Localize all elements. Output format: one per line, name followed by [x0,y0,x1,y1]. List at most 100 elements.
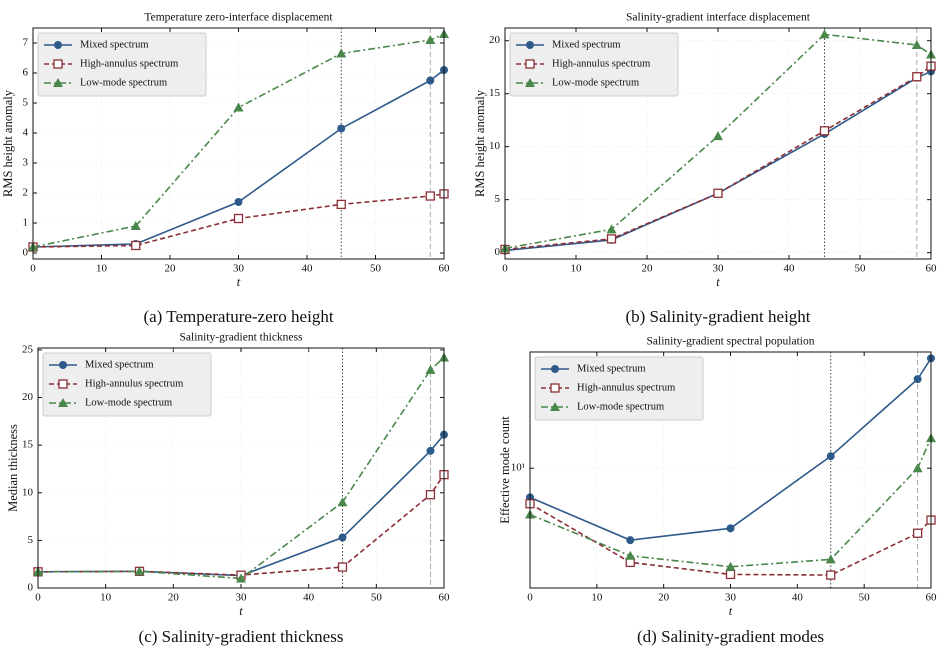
chart-panel: Salinity-gradient thickness t Median thick… [6,332,450,646]
x-tick-label: 50 [371,592,383,604]
x-tick-label: 30 [236,592,248,604]
marker [713,188,723,198]
plot-frame [32,27,445,260]
marker [134,566,145,576]
marker [130,221,141,230]
legend-label: Mixed spectrum [577,363,646,374]
y-axis-label: RMS height anomaly [473,89,487,197]
marker [425,490,436,500]
x-tick-label: 30 [725,592,737,604]
caption: (c) Salinity-gradient thickness [139,627,344,646]
marker [426,76,435,85]
x-tick-label: 0 [527,592,533,604]
marker [337,124,346,133]
legend-label: High-annulus spectrum [552,58,650,69]
x-tick-label: 60 [439,263,451,275]
marker [525,59,535,69]
x-tick-label: 60 [439,592,451,604]
marker [426,446,435,455]
y-tick-label: 25 [22,343,34,355]
legend-label: Low-mode spectrum [85,397,172,408]
plot-frame [529,351,932,589]
caption: (d) Salinity-gradient modes [637,627,824,646]
marker [53,59,63,69]
marker [59,361,67,369]
marker [825,554,836,564]
marker [725,561,736,571]
y-axis-label: Effective mode count [498,416,512,524]
marker [54,41,62,49]
legend-label: High-annulus spectrum [577,382,675,393]
marker [131,240,141,251]
y-axis-label: RMS height anomaly [1,89,15,197]
y-tick-label: 5 [28,534,34,546]
y-tick-label: 10 [22,486,34,498]
y-tick-label: 0 [28,582,34,594]
series-line [37,474,445,576]
y-axis-label: Median thickness [6,424,20,512]
marker [525,78,535,87]
series-line [504,33,932,250]
y-tick-label: 1 [23,217,29,229]
marker [550,383,560,393]
marker [625,550,636,560]
legend-box [534,356,704,421]
marker [336,48,347,58]
x-tick-label: 60 [926,592,938,604]
y-tick-label: 6 [23,67,29,79]
legend: Mixed spectrum High-annulus spectrum Low-m… [509,32,679,97]
x-tick-label: 10 [100,592,112,604]
legend-label: Mixed spectrum [80,39,149,50]
chart-title: Temperature zero-interface displacement [144,12,333,24]
plot-frame [37,347,445,589]
y-tick-label: 15 [22,439,34,451]
chart-panel: Salinity-gradient spectral population t Ef… [498,336,937,646]
marker [826,452,835,461]
marker [713,131,723,141]
marker [911,39,922,49]
marker [606,224,617,234]
legend-label: Mixed spectrum [85,359,154,370]
x-axis-label: t [716,275,720,289]
marker [236,573,246,583]
chart-title: Salinity-gradient interface displacement [626,12,811,24]
marker [626,536,635,545]
x-tick-label: 20 [658,592,670,604]
marker [725,569,736,580]
x-tick-label: 0 [30,263,36,275]
marker [912,72,922,82]
y-tick-label: 0 [23,247,29,259]
x-tick-label: 10 [96,263,108,275]
series-line [529,357,932,541]
legend: Mixed spectrum High-annulus spectrum Low-m… [534,356,704,421]
marker [550,402,560,411]
marker [338,533,347,542]
y-tick-label: 5 [495,193,501,205]
marker [726,524,735,533]
marker [606,234,617,244]
x-tick-label: 50 [370,263,382,275]
chart-title: Salinity-gradient thickness [180,332,303,344]
marker [233,102,244,112]
legend-label: High-annulus spectrum [85,378,183,389]
chart-panel: Temperature zero-interface displacement t… [1,12,450,326]
x-tick-label: 40 [784,263,796,275]
x-tick-label: 40 [303,592,315,604]
marker [912,463,923,473]
marker [826,570,836,580]
x-axis-label: t [729,604,733,618]
y-tick-label: 2 [23,187,29,199]
marker [912,528,923,538]
marker [336,199,346,210]
caption: (a) Temperature-zero height [143,307,333,326]
y-tick-label: 15 [489,87,501,99]
marker [58,379,68,389]
y-tick-label: 3 [23,157,29,169]
series-line [32,33,445,248]
y-tick-label: 10¹ [511,462,525,474]
marker [819,126,830,136]
chart-panel: Salinity-gradient interface displacement… [473,12,937,326]
plot-frame [504,27,932,260]
y-tick-label: 4 [23,127,29,139]
